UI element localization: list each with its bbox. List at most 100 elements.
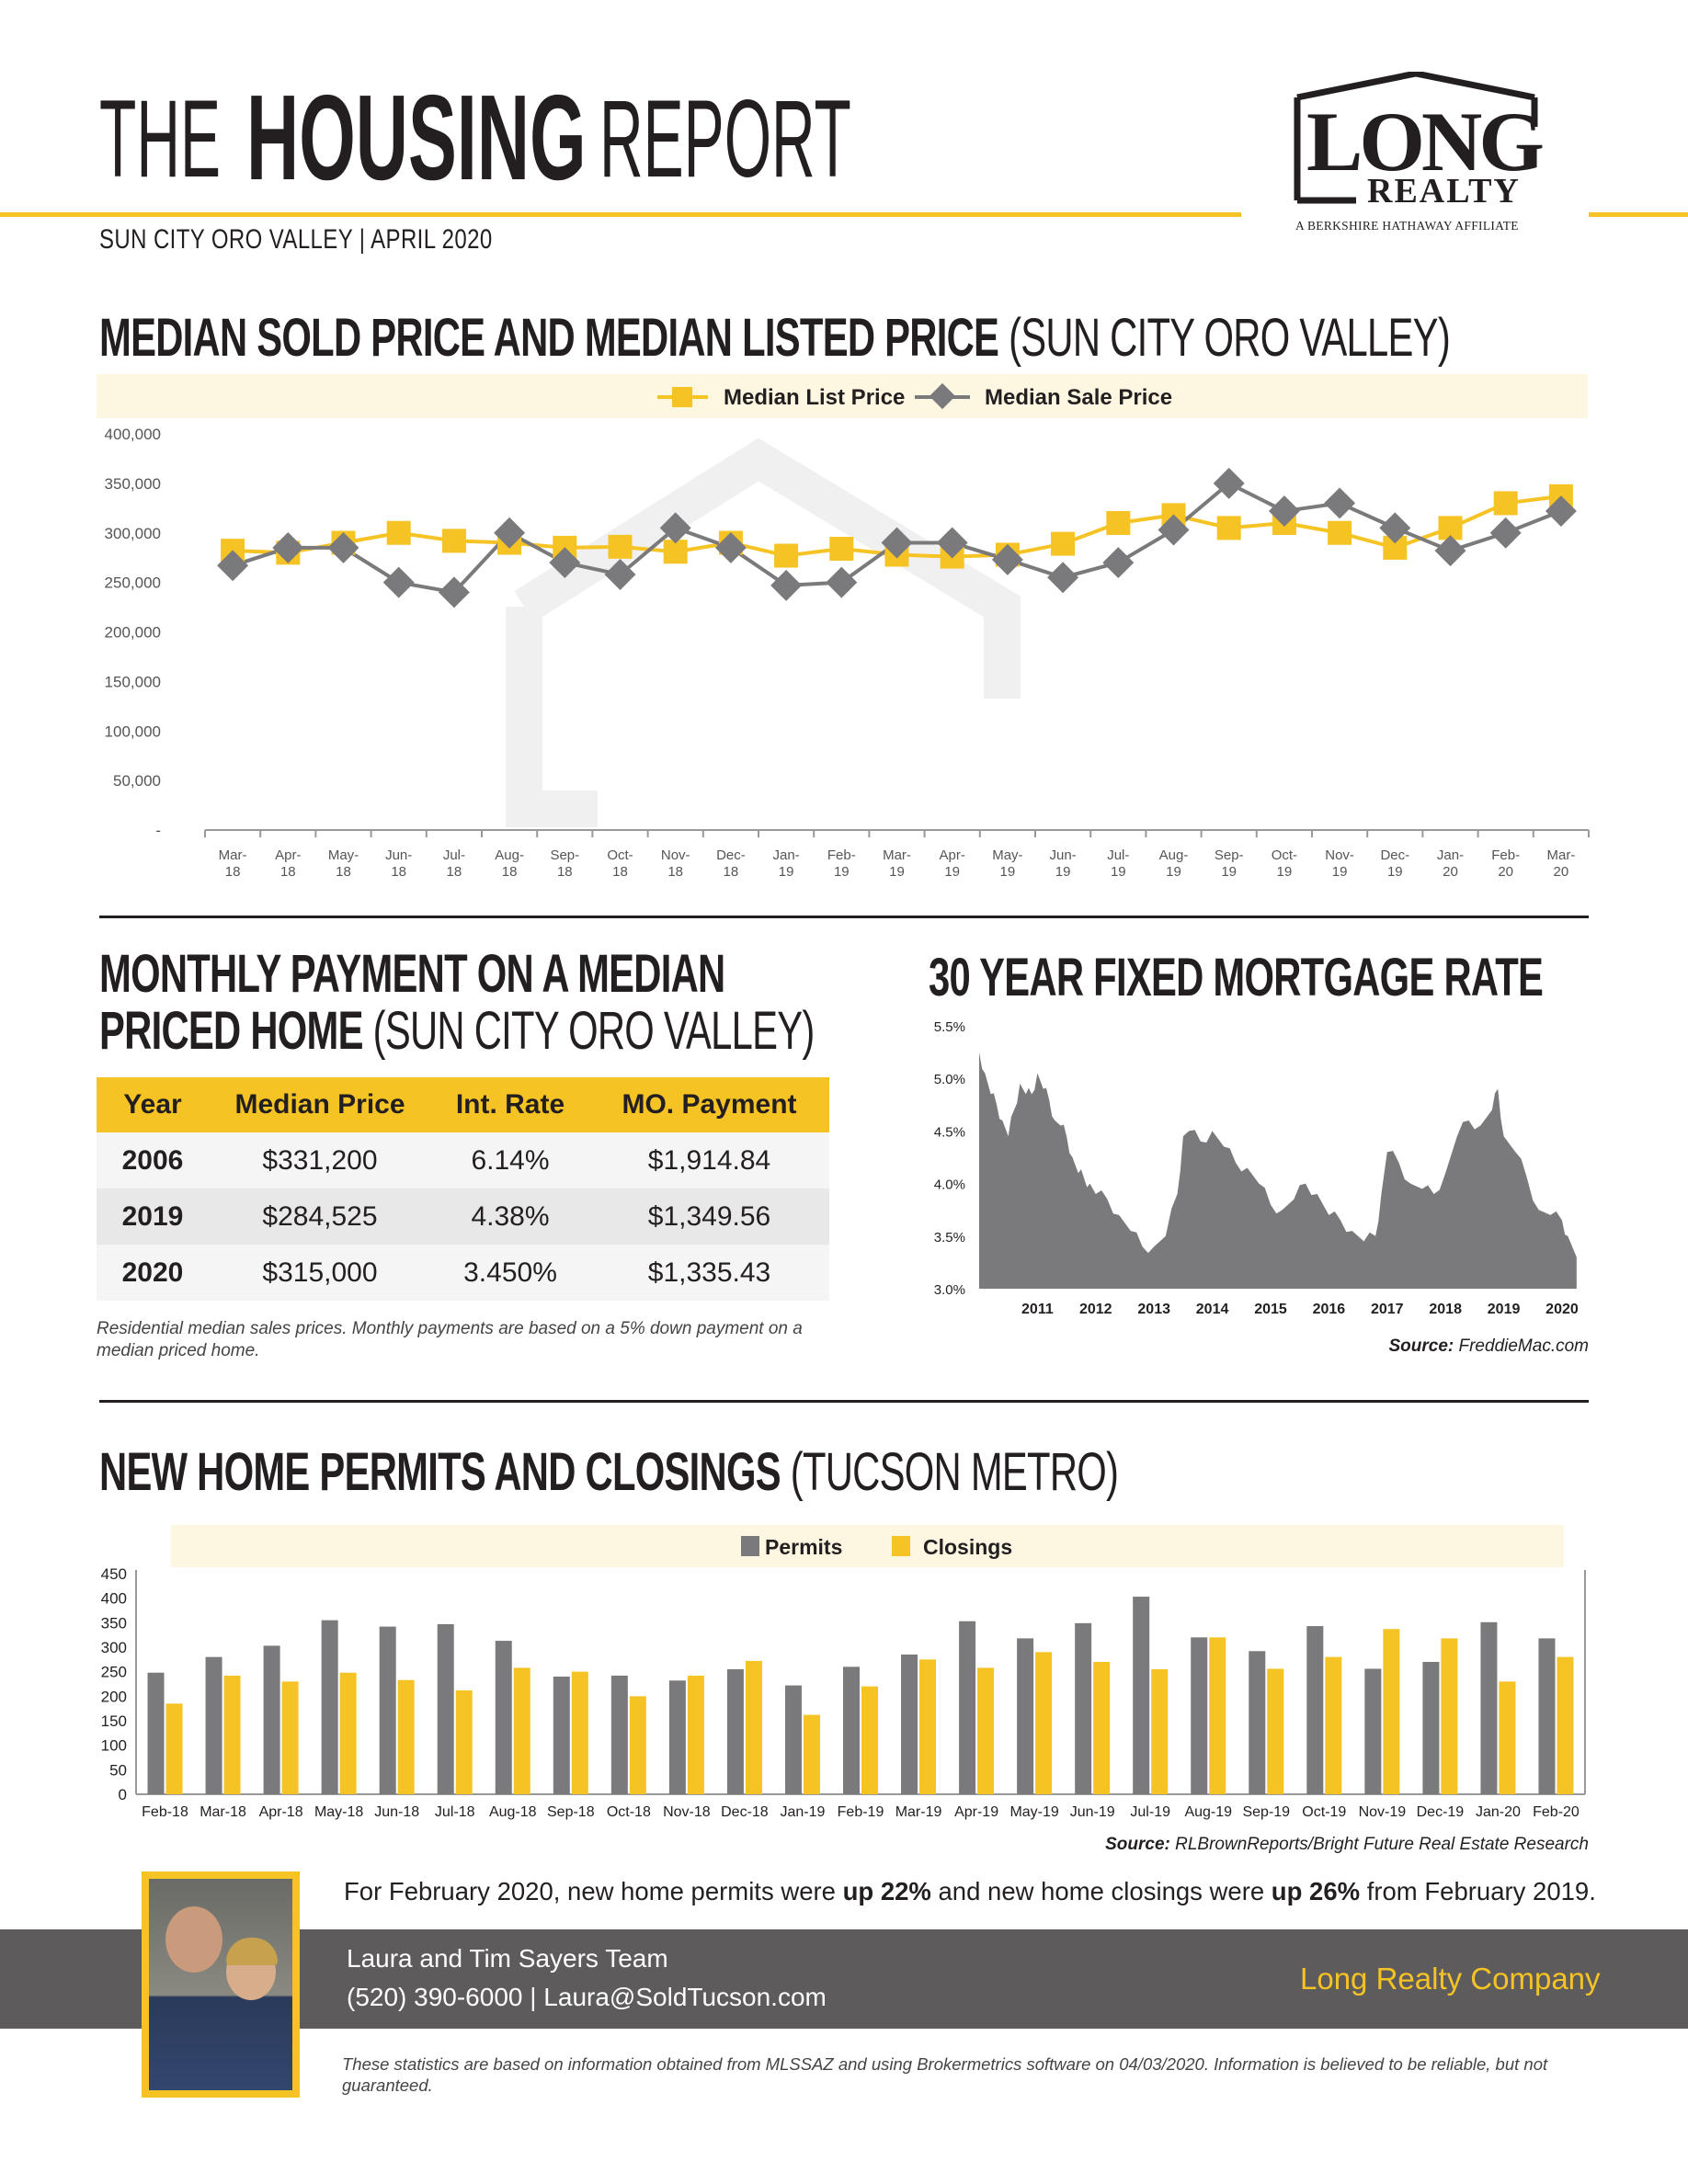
closings-bar bbox=[513, 1667, 530, 1794]
x-tick-month: May- bbox=[328, 847, 359, 863]
x-tick-month: Mar- bbox=[883, 847, 911, 863]
closings-bar bbox=[1093, 1662, 1111, 1794]
permits-source-value: RLBrownReports/Bright Future Real Estate… bbox=[1175, 1835, 1589, 1854]
permits-bar bbox=[668, 1680, 686, 1794]
x-tick-month: Mar- bbox=[1546, 847, 1575, 863]
closings-bar bbox=[629, 1696, 646, 1794]
list-price-point bbox=[1216, 516, 1241, 540]
title-the: THE bbox=[99, 77, 221, 200]
list-price-point bbox=[441, 529, 466, 553]
table-row: 2020 $315,000 3.450% $1,335.43 bbox=[97, 1245, 829, 1301]
closings-bar bbox=[861, 1686, 878, 1794]
x-tick-year: 19 bbox=[1000, 864, 1016, 880]
x-tick-label: Aug-19 bbox=[1159, 847, 1189, 880]
agent-photo-frame bbox=[142, 1871, 300, 2098]
x-tick-label: Apr-19 bbox=[940, 847, 965, 880]
summary-bold-2: up 26% bbox=[1271, 1877, 1361, 1905]
x-tick-month: Dec- bbox=[716, 847, 746, 863]
x-tick-year: 20 bbox=[1498, 864, 1513, 880]
mortgage-x-tick: 2011 bbox=[1021, 1302, 1054, 1317]
bar-x-tick: Jul-18 bbox=[435, 1804, 475, 1820]
x-tick-year: 18 bbox=[612, 864, 628, 880]
x-tick-label: May-19 bbox=[992, 847, 1022, 880]
sale-price-point bbox=[1545, 495, 1577, 528]
section2-heading-line1: MONTHLY PAYMENT ON A MEDIAN bbox=[99, 944, 725, 1004]
logo-graphic bbox=[1294, 70, 1538, 204]
permits-bar bbox=[959, 1621, 976, 1794]
bar-x-tick: Aug-19 bbox=[1184, 1804, 1232, 1820]
header-rule-right bbox=[1589, 212, 1688, 217]
x-tick-year: 20 bbox=[1443, 864, 1458, 880]
payment-note: Residential median sales prices. Monthly… bbox=[97, 1319, 803, 1360]
x-tick-year: 19 bbox=[944, 864, 960, 880]
x-tick-month: Aug- bbox=[1159, 847, 1189, 863]
section2-heading-line2: PRICED HOME (SUN CITY ORO VALLEY) bbox=[99, 1000, 815, 1062]
team-name: Laura and Tim Sayers Team bbox=[347, 1944, 668, 1973]
mortgage-x-tick: 2016 bbox=[1313, 1302, 1346, 1317]
y-tick-label: - bbox=[155, 822, 161, 839]
permits-source-label: Source: bbox=[1105, 1835, 1170, 1854]
x-tick-year: 19 bbox=[889, 864, 905, 880]
x-tick-label: Apr-18 bbox=[275, 847, 301, 880]
bar-y-tick: 200 bbox=[101, 1688, 127, 1705]
header-rule-left bbox=[0, 212, 1241, 217]
logo-long-text: LONG bbox=[1306, 95, 1545, 188]
permits-bar bbox=[610, 1675, 628, 1794]
bar-y-tick: 50 bbox=[109, 1761, 127, 1779]
x-tick-year: 19 bbox=[834, 864, 850, 880]
mortgage-x-tick: 2012 bbox=[1079, 1302, 1112, 1317]
x-tick-year: 19 bbox=[1332, 864, 1348, 880]
sale-price-point bbox=[494, 517, 526, 549]
x-tick-label: Jan-20 bbox=[1437, 847, 1464, 880]
sale-price-point bbox=[272, 531, 304, 563]
x-tick-year: 18 bbox=[280, 864, 296, 880]
col-int-rate: Int. Rate bbox=[431, 1077, 589, 1132]
bar-y-tick: 300 bbox=[101, 1639, 127, 1656]
x-tick-month: Jan- bbox=[773, 847, 800, 863]
closings-bar bbox=[1383, 1629, 1400, 1794]
sale-price-point bbox=[1047, 562, 1079, 594]
x-tick-year: 19 bbox=[779, 864, 794, 880]
mortgage-x-tick: 2015 bbox=[1254, 1302, 1287, 1317]
bar-x-tick: Sep-19 bbox=[1242, 1804, 1290, 1820]
median-price-line-chart: - 50,000 100,000 150,000 200,000 250,000 300,0… bbox=[105, 426, 1590, 880]
bar-y-tick: 0 bbox=[119, 1786, 127, 1803]
sale-price-point bbox=[1434, 535, 1466, 567]
bar-x-tick: Jan-19 bbox=[780, 1804, 825, 1820]
legend-label-permits: Permits bbox=[765, 1535, 842, 1559]
permits-bar bbox=[1306, 1626, 1324, 1794]
closings-bar bbox=[455, 1689, 473, 1794]
mortgage-x-tick: 2013 bbox=[1137, 1302, 1170, 1317]
mortgage-source: Source: FreddieMac.com bbox=[1195, 1337, 1589, 1357]
long-realty-logo: LONG REALTY A BERKSHIRE HATHAWAY AFFILIA… bbox=[1292, 70, 1545, 237]
permits-bar bbox=[901, 1655, 918, 1794]
closings-bar bbox=[223, 1675, 241, 1794]
sale-price-point bbox=[1213, 467, 1245, 499]
closings-bar bbox=[687, 1675, 704, 1794]
section2-title-line2: PRICED HOME bbox=[99, 1001, 363, 1061]
closings-bar bbox=[1267, 1668, 1284, 1794]
x-tick-label: Jun-18 bbox=[385, 847, 412, 880]
x-tick-label: Jan-19 bbox=[773, 847, 800, 880]
closings-bar bbox=[1441, 1638, 1458, 1794]
mortgage-x-tick: 2019 bbox=[1488, 1302, 1521, 1317]
y-tick-label: 300,000 bbox=[105, 525, 161, 542]
x-tick-label: Jul-19 bbox=[1107, 847, 1129, 880]
watermark-logo bbox=[506, 438, 1021, 827]
legend-marker-list bbox=[672, 387, 692, 407]
sale-price-point bbox=[826, 566, 858, 598]
closings-bar bbox=[745, 1660, 762, 1794]
summary-text-3: from February 2019. bbox=[1360, 1877, 1596, 1905]
x-tick-year: 18 bbox=[557, 864, 573, 880]
permits-bar bbox=[843, 1666, 860, 1794]
x-tick-month: Jul- bbox=[443, 847, 465, 863]
x-tick-year: 19 bbox=[1055, 864, 1071, 880]
x-tick-month: Nov- bbox=[1325, 847, 1354, 863]
cell-year: 2006 bbox=[97, 1132, 209, 1189]
x-tick-month: Jun- bbox=[1050, 847, 1077, 863]
bar-y-tick: 350 bbox=[101, 1614, 127, 1632]
list-price-point bbox=[386, 520, 411, 545]
closings-bar bbox=[281, 1681, 299, 1794]
summary-bold-1: up 22% bbox=[842, 1877, 931, 1905]
closings-bar bbox=[1499, 1681, 1516, 1794]
